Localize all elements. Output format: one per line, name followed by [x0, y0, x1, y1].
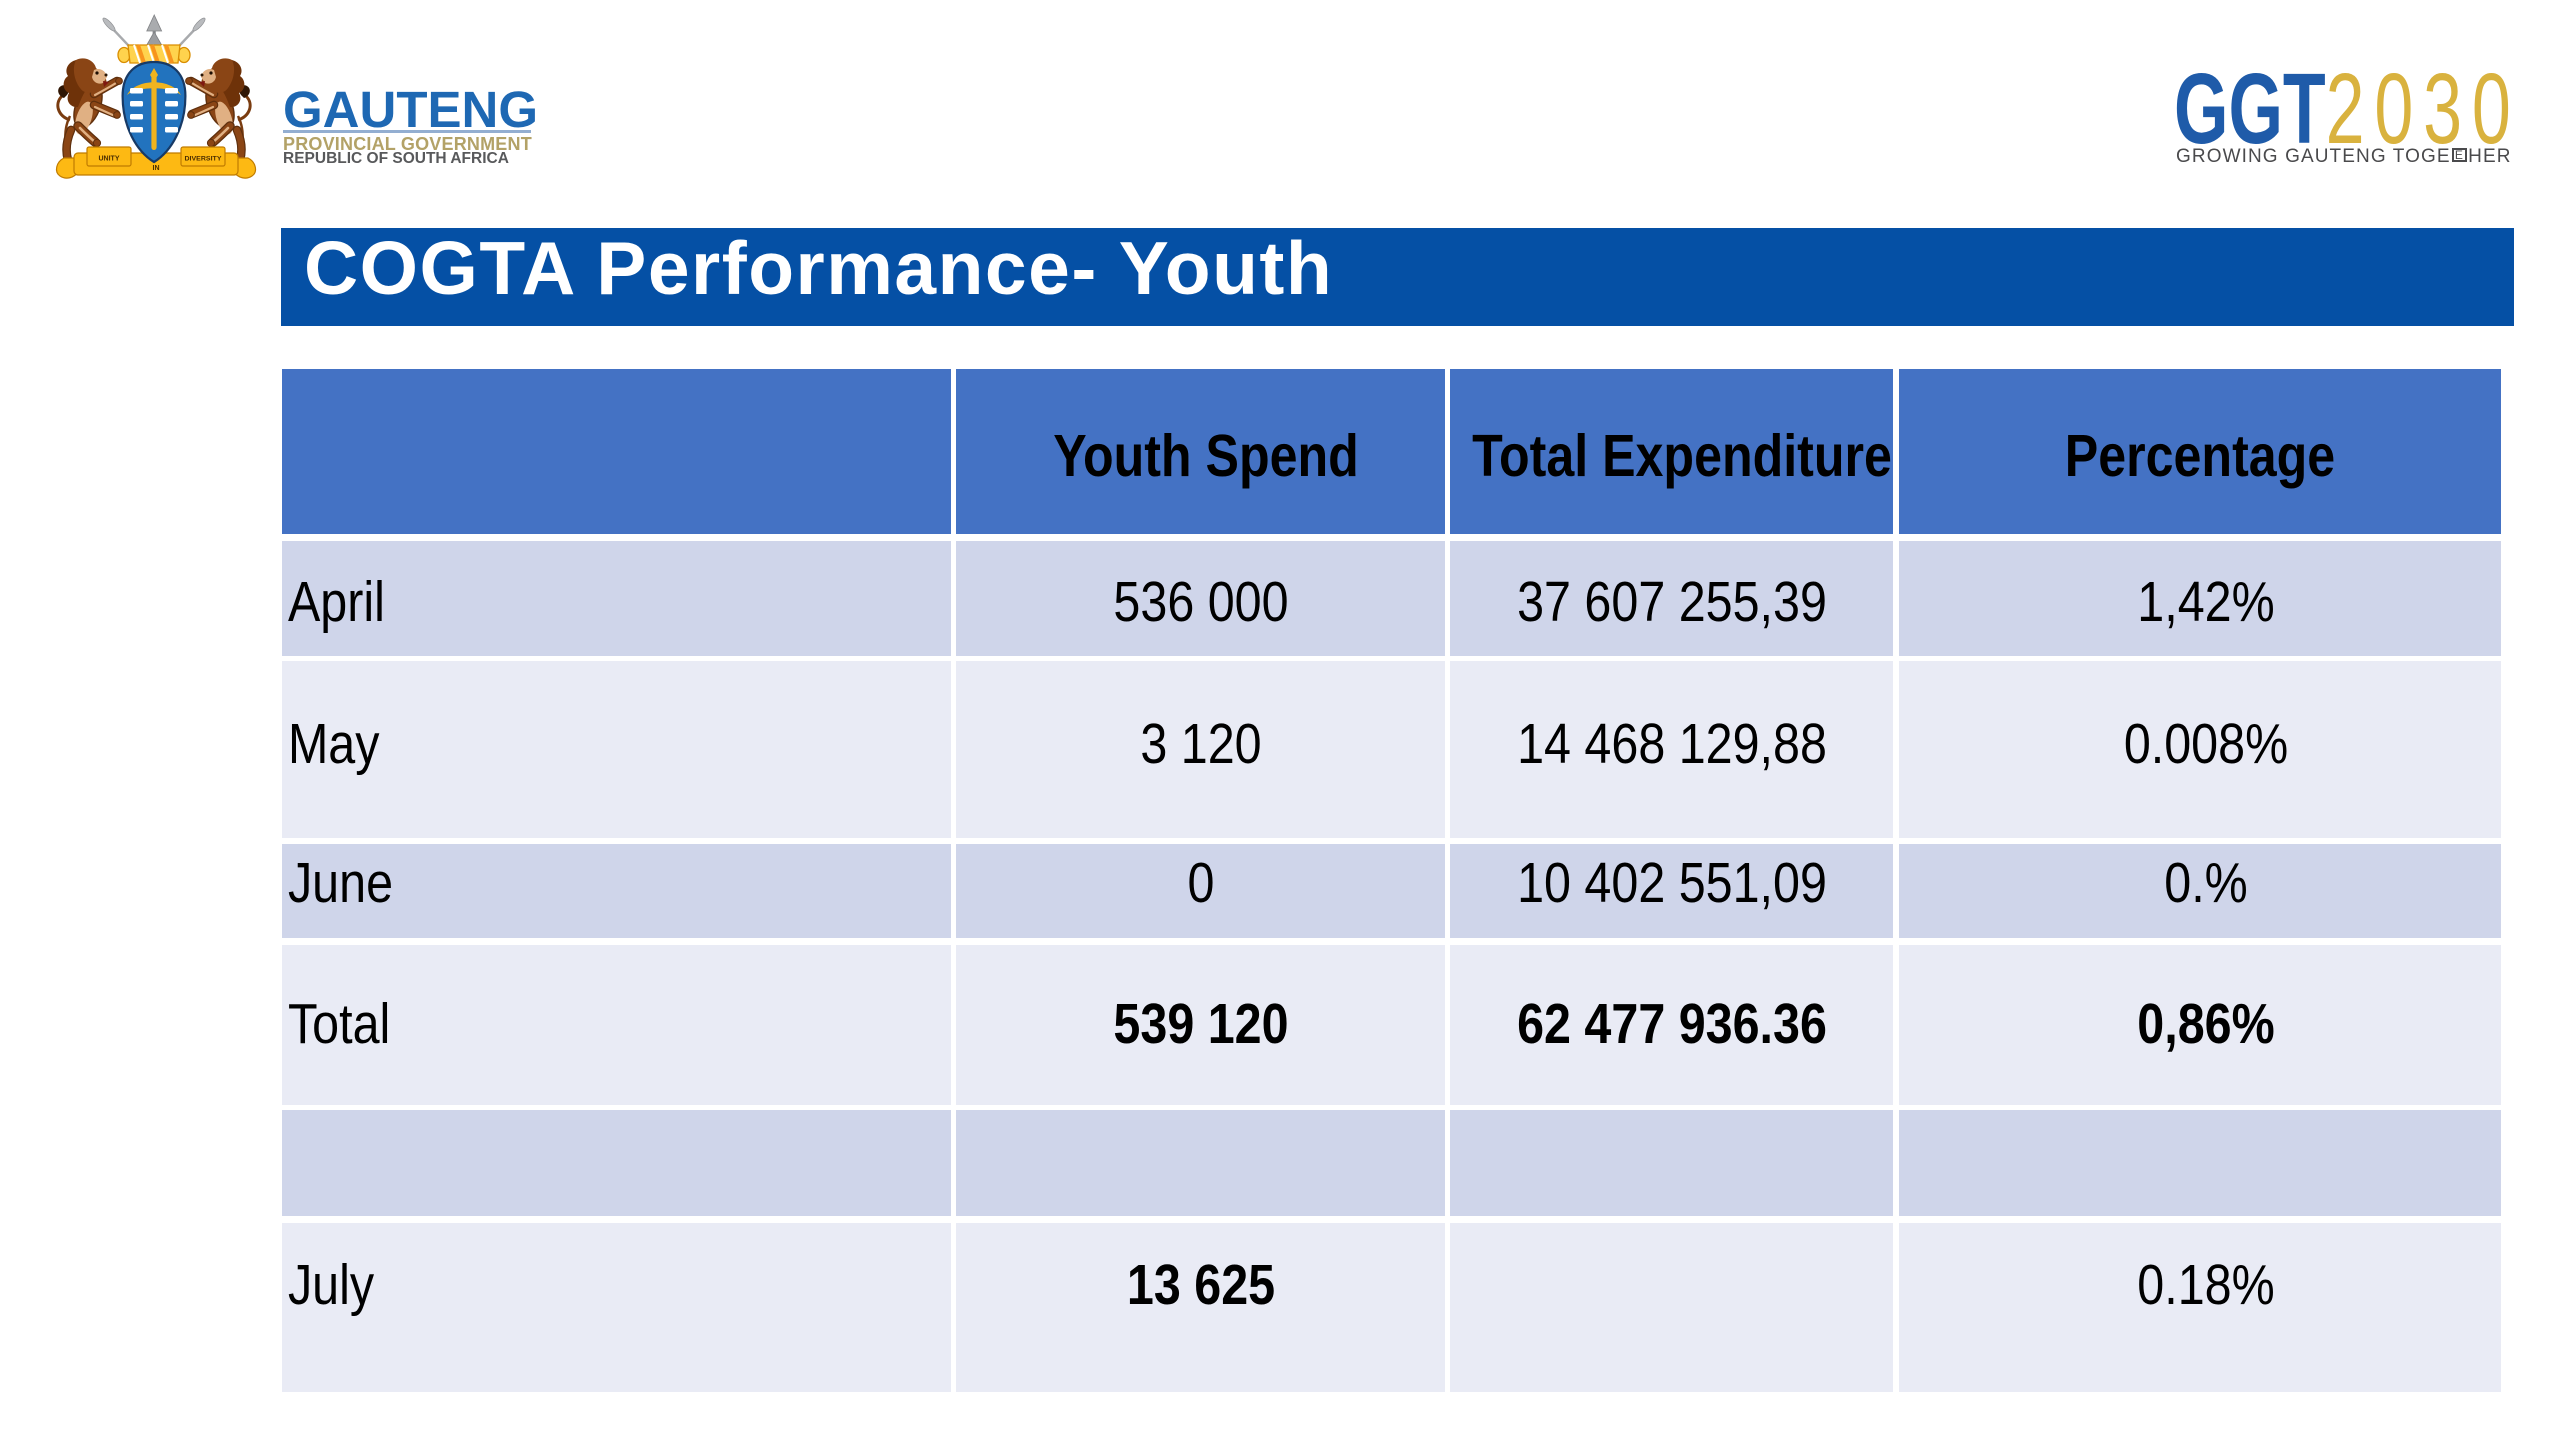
svg-text:DIVERSITY: DIVERSITY [185, 156, 222, 163]
svg-text:IN: IN [153, 165, 160, 172]
svg-text:UNITY: UNITY [99, 156, 120, 163]
